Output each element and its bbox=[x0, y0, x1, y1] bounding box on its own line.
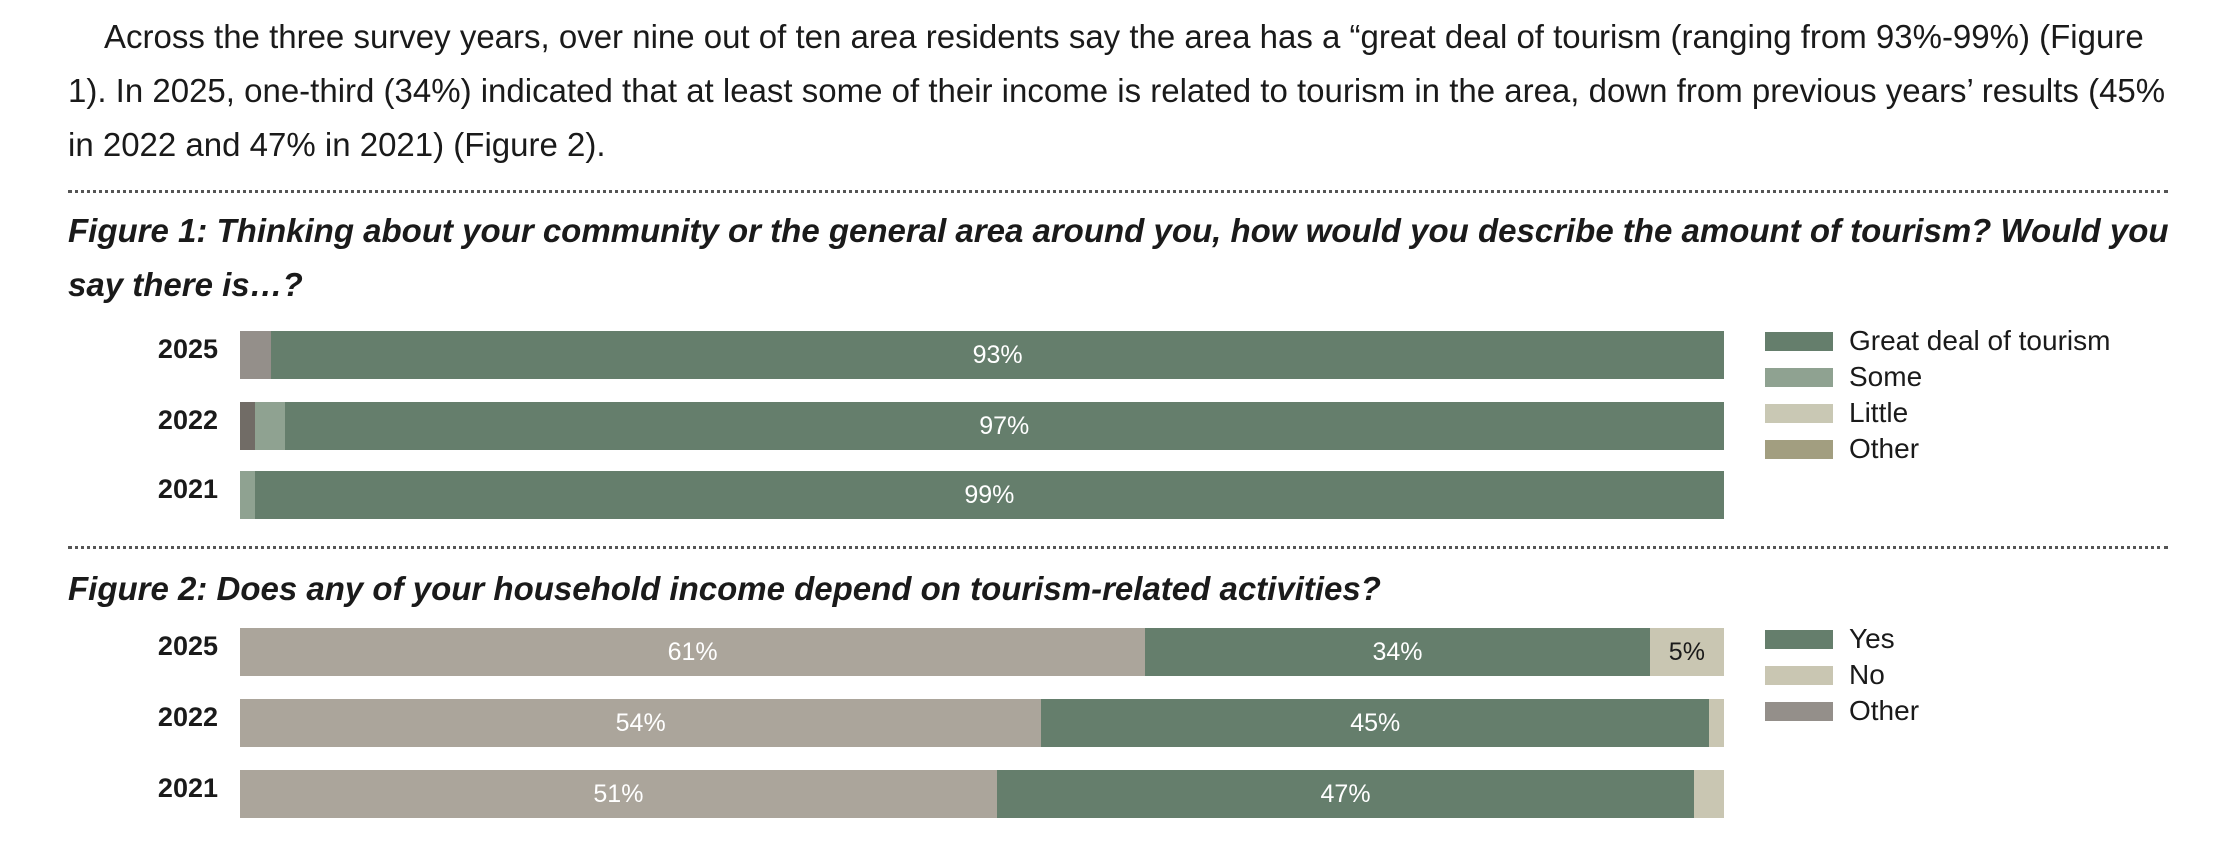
dotted-divider bbox=[68, 190, 2168, 193]
legend-swatch bbox=[1765, 629, 1833, 649]
stacked-bar: 93% bbox=[240, 331, 1724, 379]
legend-label: Other bbox=[1849, 695, 1920, 726]
legend-swatch bbox=[1765, 367, 1833, 387]
bar-segment bbox=[240, 402, 255, 450]
legend-swatch bbox=[1765, 331, 1833, 351]
legend-label: No bbox=[1849, 659, 1885, 690]
bar-row: 2022 97% bbox=[0, 402, 1730, 450]
year-label: 2025 bbox=[157, 631, 218, 661]
legend-swatch bbox=[1765, 403, 1833, 423]
bar-row: 2021 51% 47% bbox=[0, 770, 1730, 818]
year-label: 2021 bbox=[157, 474, 218, 504]
stacked-bar: 99% bbox=[240, 471, 1724, 519]
bar-segment: 97% bbox=[284, 402, 1724, 450]
bar-segment bbox=[240, 331, 272, 379]
bar-segment: 34% bbox=[1145, 628, 1650, 676]
legend-item: Great deal of tourism bbox=[1765, 323, 2110, 359]
bar-segment: 99% bbox=[254, 471, 1724, 519]
bar-segment bbox=[254, 402, 285, 450]
bar-segment: 54% bbox=[240, 699, 1042, 747]
legend-item: No bbox=[1765, 657, 1919, 693]
legend-swatch bbox=[1765, 701, 1833, 721]
legend-label: Other bbox=[1849, 433, 1920, 464]
stacked-bar: 97% bbox=[240, 402, 1724, 450]
bar-segment bbox=[1694, 770, 1724, 818]
bar-segment bbox=[1709, 699, 1724, 747]
bar-segment: 61% bbox=[240, 628, 1146, 676]
intro-paragraph: Across the three survey years, over nine… bbox=[68, 18, 2166, 163]
legend-label: Some bbox=[1849, 361, 1923, 392]
bar-row: 2025 93% bbox=[0, 331, 1730, 379]
legend-item: Some bbox=[1765, 359, 2110, 395]
legend: Great deal of tourism Some Little Other bbox=[1765, 323, 2110, 467]
legend-item: Yes bbox=[1765, 621, 1919, 657]
stacked-bar: 51% 47% bbox=[240, 770, 1724, 818]
legend-item: Little bbox=[1765, 395, 2110, 431]
year-label: 2025 bbox=[157, 334, 218, 364]
bar-segment: 93% bbox=[271, 331, 1724, 379]
year-label: 2021 bbox=[157, 773, 218, 803]
legend-label: Great deal of tourism bbox=[1849, 325, 2111, 356]
bar-row: 2022 54% 45% bbox=[0, 699, 1730, 747]
bar-segment bbox=[240, 471, 255, 519]
figure-2-title: Figure 2: Does any of your household inc… bbox=[68, 570, 1381, 607]
year-label: 2022 bbox=[157, 405, 218, 435]
bar-row: 2025 61% 34% 5% bbox=[0, 628, 1730, 676]
figure-1-title: Figure 1: Thinking about your community … bbox=[68, 212, 2169, 303]
legend-label: Yes bbox=[1849, 623, 1895, 654]
legend-swatch bbox=[1765, 439, 1833, 459]
legend: Yes No Other bbox=[1765, 621, 1919, 729]
bar-segment: 51% bbox=[240, 770, 997, 818]
legend-item: Other bbox=[1765, 431, 2110, 467]
bar-segment: 47% bbox=[996, 770, 1695, 818]
bar-segment: 5% bbox=[1649, 628, 1724, 676]
stacked-bar: 61% 34% 5% bbox=[240, 628, 1724, 676]
legend-label: Little bbox=[1849, 397, 1909, 428]
stacked-bar: 54% 45% bbox=[240, 699, 1724, 747]
year-label: 2022 bbox=[157, 702, 218, 732]
legend-item: Other bbox=[1765, 693, 1919, 729]
bar-row: 2021 99% bbox=[0, 471, 1730, 519]
legend-swatch bbox=[1765, 665, 1833, 685]
dotted-divider bbox=[68, 546, 2168, 549]
bar-segment: 45% bbox=[1041, 699, 1710, 747]
